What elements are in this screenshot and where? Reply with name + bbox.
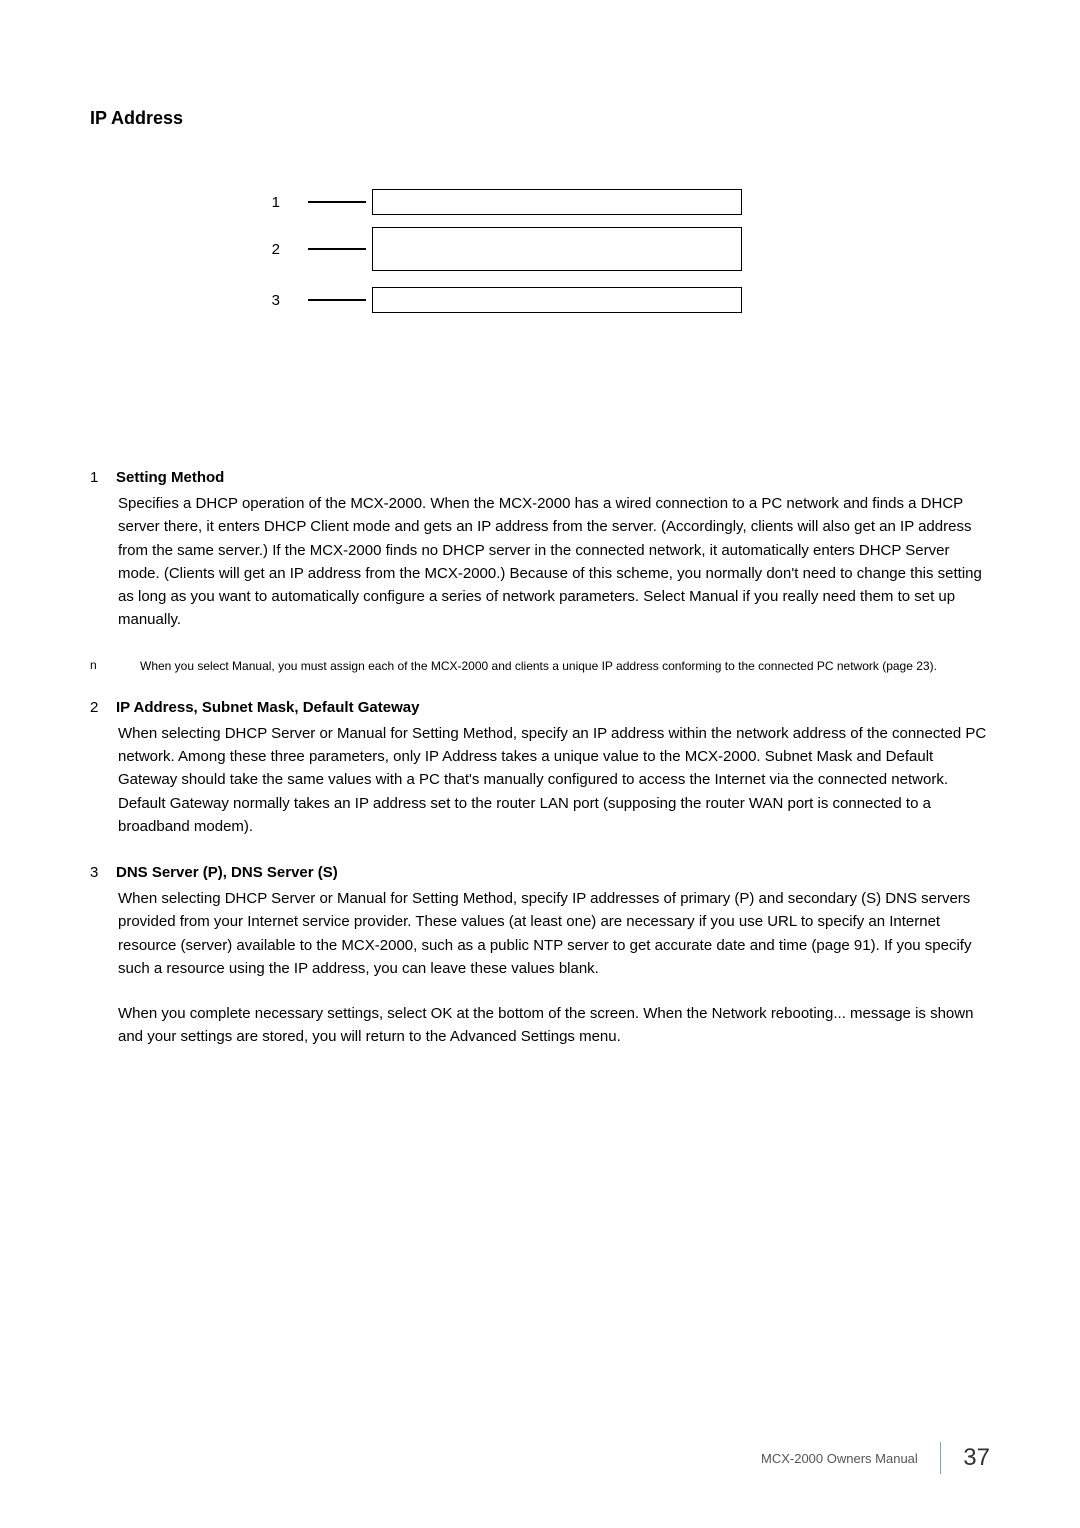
section-1-body: Specifies a DHCP operation of the MCX-20… [118,492,990,632]
section-1: 1 Setting Method Specifies a DHCP operat… [90,469,990,632]
section-1-title: Setting Method [116,469,224,486]
section-3-head: 3 DNS Server (P), DNS Server (S) [90,864,990,881]
section-2-num: 2 [90,699,104,716]
diagram-line-2 [308,248,366,250]
footer-text: MCX-2000 Owners Manual [761,1451,918,1466]
diagram: 1 2 3 [260,189,820,349]
diagram-row-3: 3 [260,287,742,313]
diagram-row-2: 2 [260,227,742,271]
section-3-body: When selecting DHCP Server or Manual for… [118,887,990,980]
diagram-box-2 [372,227,742,271]
section-1-num: 1 [90,469,104,486]
section-3-num: 3 [90,864,104,881]
page-title: IP Address [90,108,990,129]
footer-divider [940,1442,942,1474]
section-3-body2: When you complete necessary settings, se… [118,1002,990,1049]
note: n When you select Manual, you must assig… [90,658,990,675]
footer: MCX-2000 Owners Manual 37 [761,1442,990,1474]
note-text: When you select Manual, you must assign … [140,658,937,675]
footer-page: 37 [963,1444,990,1472]
diagram-num-3: 3 [260,292,280,309]
diagram-box-1 [372,189,742,215]
diagram-box-3 [372,287,742,313]
diagram-line-1 [308,201,366,203]
section-3-title: DNS Server (P), DNS Server (S) [116,864,338,881]
page: IP Address 1 2 3 1 Setting Method Specifie… [0,0,1080,1528]
note-mark: n [90,658,102,675]
section-2-head: 2 IP Address, Subnet Mask, Default Gatew… [90,699,990,716]
diagram-row-1: 1 [260,189,742,215]
diagram-line-3 [308,299,366,301]
diagram-num-1: 1 [260,194,280,211]
section-2-title: IP Address, Subnet Mask, Default Gateway [116,699,419,716]
section-3: 3 DNS Server (P), DNS Server (S) When se… [90,864,990,1049]
section-1-head: 1 Setting Method [90,469,990,486]
section-2: 2 IP Address, Subnet Mask, Default Gatew… [90,699,990,838]
section-2-body: When selecting DHCP Server or Manual for… [118,722,990,838]
diagram-num-2: 2 [260,241,280,258]
